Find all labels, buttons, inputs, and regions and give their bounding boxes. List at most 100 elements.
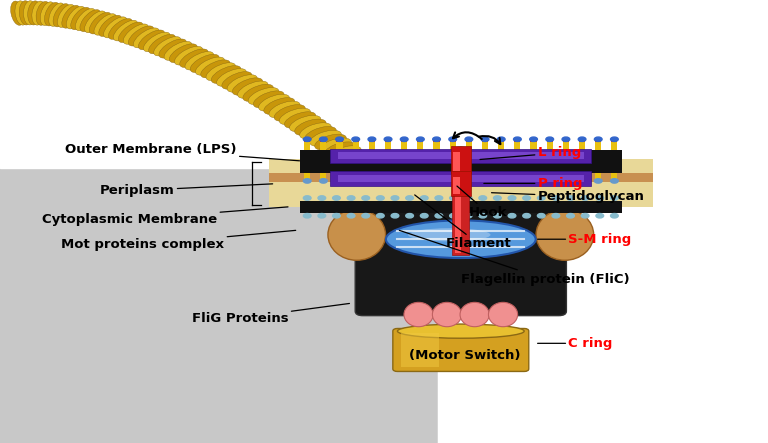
Circle shape [435, 214, 442, 218]
Bar [563, 173, 569, 181]
Circle shape [333, 196, 340, 200]
Bar [353, 140, 359, 142]
Circle shape [352, 137, 359, 141]
Ellipse shape [408, 228, 491, 241]
Circle shape [498, 179, 505, 183]
Bar [482, 173, 488, 181]
Ellipse shape [248, 88, 279, 105]
Bar [417, 142, 423, 150]
Circle shape [362, 196, 369, 200]
Ellipse shape [114, 20, 137, 41]
Circle shape [420, 196, 428, 200]
Ellipse shape [243, 84, 273, 101]
Bar [455, 159, 461, 253]
Circle shape [562, 179, 570, 183]
Bar [611, 140, 617, 142]
Ellipse shape [397, 208, 429, 223]
Ellipse shape [53, 4, 70, 27]
Text: C ring: C ring [538, 337, 613, 350]
Circle shape [449, 137, 456, 141]
Circle shape [581, 214, 589, 218]
Bar [385, 142, 391, 150]
Bar [304, 173, 310, 181]
Circle shape [347, 214, 355, 218]
Bar [304, 140, 310, 142]
Ellipse shape [66, 6, 85, 29]
FancyBboxPatch shape [355, 212, 567, 315]
FancyBboxPatch shape [392, 329, 528, 371]
Bar [498, 140, 505, 142]
Circle shape [465, 137, 473, 141]
Circle shape [368, 179, 376, 183]
Bar [595, 142, 601, 150]
Ellipse shape [280, 108, 310, 125]
Ellipse shape [148, 35, 176, 54]
Circle shape [391, 196, 399, 200]
Ellipse shape [94, 14, 117, 35]
Ellipse shape [334, 150, 366, 165]
Circle shape [420, 214, 428, 218]
Circle shape [352, 179, 359, 183]
Circle shape [594, 179, 602, 183]
Circle shape [318, 214, 326, 218]
Circle shape [594, 137, 602, 141]
Ellipse shape [154, 37, 181, 56]
Ellipse shape [432, 248, 464, 262]
Bar [579, 173, 585, 181]
Bar [482, 140, 488, 142]
Ellipse shape [488, 302, 518, 327]
Bar [498, 173, 505, 181]
Circle shape [449, 179, 456, 183]
Ellipse shape [159, 39, 187, 58]
Bar [466, 142, 472, 150]
Ellipse shape [263, 97, 295, 114]
Ellipse shape [233, 78, 263, 95]
Ellipse shape [424, 239, 456, 253]
Circle shape [494, 214, 502, 218]
Ellipse shape [217, 69, 247, 86]
Circle shape [482, 137, 489, 141]
Circle shape [347, 196, 355, 200]
Ellipse shape [227, 75, 257, 92]
Circle shape [508, 196, 516, 200]
Circle shape [319, 179, 327, 183]
Bar [449, 142, 455, 150]
Circle shape [336, 179, 343, 183]
Bar [579, 142, 585, 150]
Circle shape [435, 196, 442, 200]
Ellipse shape [269, 101, 300, 118]
Bar [595, 140, 601, 142]
Bar [466, 173, 472, 181]
Circle shape [514, 137, 521, 141]
Circle shape [479, 214, 487, 218]
Ellipse shape [108, 19, 132, 39]
Bar [353, 173, 359, 181]
Bar [433, 142, 439, 150]
Ellipse shape [329, 146, 361, 162]
Bar [330, 171, 591, 186]
Bar [451, 171, 471, 196]
Bar [401, 142, 407, 150]
Ellipse shape [259, 94, 290, 111]
Circle shape [303, 214, 311, 218]
Ellipse shape [409, 221, 442, 236]
Circle shape [538, 214, 545, 218]
Circle shape [611, 179, 618, 183]
Ellipse shape [362, 174, 395, 190]
Bar [320, 140, 326, 142]
Bar [338, 175, 584, 182]
Circle shape [611, 214, 618, 218]
Bar [531, 142, 537, 150]
Ellipse shape [190, 54, 219, 73]
Circle shape [567, 196, 574, 200]
Text: Periplasm: Periplasm [100, 184, 273, 197]
Ellipse shape [40, 2, 55, 26]
Circle shape [449, 196, 457, 200]
Ellipse shape [128, 26, 154, 46]
Bar [547, 140, 553, 142]
Text: Cytoplasmic Membrane: Cytoplasmic Membrane [42, 207, 288, 226]
Circle shape [498, 137, 505, 141]
Ellipse shape [164, 41, 192, 60]
Ellipse shape [417, 230, 449, 244]
Bar [369, 140, 375, 142]
